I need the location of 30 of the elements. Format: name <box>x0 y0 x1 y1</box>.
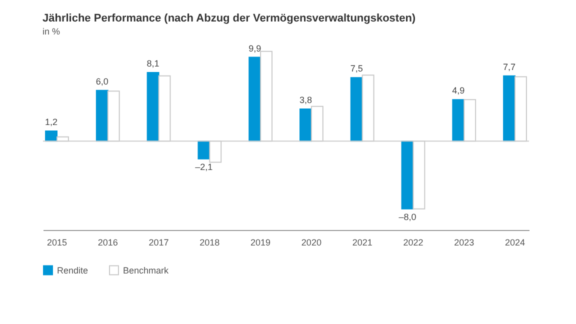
data-label: 9,9 <box>248 43 262 54</box>
bar <box>452 99 465 142</box>
bar <box>503 75 516 142</box>
data-label: –2,1 <box>195 162 213 172</box>
x-tick-label: 2017 <box>148 238 169 248</box>
x-tick-label: 2022 <box>403 238 424 248</box>
data-label: 8,1 <box>146 58 160 69</box>
bar <box>350 77 363 142</box>
data-label: 1,2 <box>45 116 58 127</box>
bar <box>96 90 108 142</box>
legend-label: Benchmark <box>123 265 170 276</box>
x-tick-label: 2015 <box>46 238 68 248</box>
data-label: 7,7 <box>503 62 516 72</box>
bar <box>146 72 160 142</box>
chart-title: Jährliche Performance (nach Abzug der Vermögensverwaltungskosten) <box>42 12 416 24</box>
x-tick-label: 2024 <box>504 238 526 248</box>
legend-label: Rendite <box>57 265 88 276</box>
data-label: 3,8 <box>299 94 312 105</box>
data-label: 6,0 <box>96 76 108 86</box>
chart-subtitle: in % <box>42 26 60 36</box>
x-tick-label: 2023 <box>454 238 474 248</box>
data-label: 4,9 <box>452 86 465 96</box>
x-tick-label: 2019 <box>250 238 271 248</box>
data-label: –8,0 <box>398 212 416 222</box>
x-tick-label: 2018 <box>200 238 220 248</box>
x-tick-label: 2020 <box>301 238 322 248</box>
x-tick-label: 2021 <box>352 238 372 248</box>
x-tick-label: 2016 <box>98 238 118 248</box>
data-label: 7,5 <box>350 64 363 74</box>
bar <box>248 56 262 142</box>
